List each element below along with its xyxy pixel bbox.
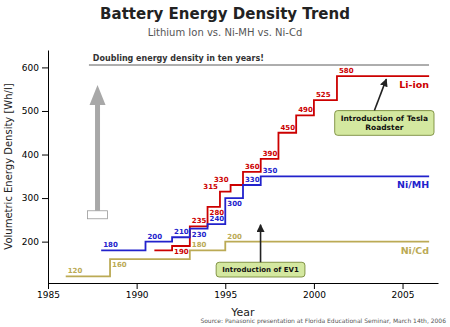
series-lines (66, 76, 429, 276)
y-axis: 200 300 400 500 600 (22, 51, 49, 284)
series-name: Li-ion (399, 79, 429, 90)
annotation-box (335, 111, 434, 136)
data-label: 330 (214, 176, 229, 184)
y-axis-tick-label: 600 (22, 63, 39, 73)
y-axis-tick: 500 (22, 106, 48, 116)
data-label: 390 (263, 150, 278, 158)
x-axis-tick-mark (403, 283, 404, 289)
annotation-line: Roadster (365, 123, 403, 132)
trend-arrow (90, 85, 106, 211)
data-label: 180 (103, 241, 118, 249)
data-label: 330 (245, 176, 260, 184)
y-axis-tick-mark (42, 198, 48, 199)
data-label: 450 (280, 124, 295, 132)
chart: Battery Energy Density Trend Lithium Ion … (0, 0, 450, 327)
series-name: Ni/Cd (401, 245, 429, 256)
annotation-group: Introduction of EV1 (216, 262, 305, 277)
x-axis-tick-label: 1985 (37, 290, 60, 300)
data-label: 180 (192, 241, 207, 249)
annotation: Introduction of EV1 (222, 266, 299, 274)
data-label: 190 (174, 248, 189, 256)
x-axis-tick: 1995 (214, 283, 237, 300)
data-label: 360 (245, 163, 260, 171)
x-axis-tick: 1990 (126, 283, 149, 300)
annotation-box (216, 262, 305, 277)
y-axis-tick-mark (42, 67, 48, 68)
data-labels: 1902352803153303603904504905255801802002… (68, 67, 354, 275)
data-label: 580 (339, 67, 354, 75)
annotation-line: Introduction of Tesla (341, 114, 428, 123)
series-line (101, 176, 429, 250)
y-axis-tick-mark (42, 155, 48, 156)
annotation: Introduction of TeslaRoadster (341, 114, 428, 132)
series-line (154, 76, 429, 250)
title: Battery Energy Density Trend (100, 5, 350, 23)
annotation-rule (89, 65, 429, 66)
x-axis-tick-mark (48, 283, 49, 289)
trend-arrow-base (88, 211, 108, 219)
y-axis-tick-label: 400 (22, 150, 39, 160)
data-label: 490 (298, 106, 313, 114)
x-axis-tick: 1985 (37, 283, 60, 300)
data-label: 230 (192, 231, 207, 239)
y-axis-tick-label: 500 (22, 106, 39, 116)
x-axis-tick-mark (314, 283, 315, 289)
series-name: Ni/MH (397, 179, 429, 190)
x-axis: 1985 1990 1995 2000 2005 (37, 283, 438, 300)
annotations: Doubling energy density in ten years! Int… (88, 54, 434, 277)
x-axis-tick-label: 2000 (303, 290, 326, 300)
y-axis-tick: 600 (22, 63, 48, 73)
data-label: 210 (174, 228, 189, 236)
data-label: 300 (227, 200, 242, 208)
x-axis-tick-mark (225, 283, 226, 289)
y-axis-line (48, 51, 49, 284)
series-line (66, 242, 429, 277)
x-axis-line (49, 283, 439, 284)
data-label: 235 (192, 217, 207, 225)
y-axis-tick-label: 300 (22, 193, 39, 203)
y-axis-tick-mark (42, 111, 48, 112)
annotation-group: Introduction of TeslaRoadster (335, 111, 434, 136)
y-axis-tick-label: 200 (22, 237, 39, 247)
subtitle: Lithium Ion vs. Ni-MH vs. Ni-Cd (148, 27, 303, 38)
annotation-arrow (260, 225, 262, 263)
data-label: 200 (148, 233, 163, 241)
series-names: Li-ion Ni/MH Ni/Cd (397, 79, 429, 255)
data-label: 160 (112, 261, 127, 269)
data-label: 525 (316, 91, 331, 99)
annotation: Doubling energy density in ten years! (93, 54, 264, 63)
annotation-line: Introduction of EV1 (222, 266, 299, 274)
y-axis-tick-mark (42, 242, 48, 243)
data-label: 350 (263, 167, 278, 175)
x-axis-tick-label: 1990 (126, 290, 149, 300)
plot: 19851990199520002005200300400500600YearV… (3, 51, 439, 320)
y-axis-tick: 200 (22, 237, 48, 247)
data-label: 120 (68, 267, 83, 275)
data-label: 240 (210, 215, 225, 223)
x-axis-tick-label: 2005 (392, 290, 415, 300)
x-axis-tick-mark (137, 283, 138, 289)
x-axis-tick-label: 1995 (214, 290, 237, 300)
y-axis-tick: 400 (22, 150, 48, 160)
x-axis-tick: 2000 (303, 283, 326, 300)
annotation-arrow (374, 79, 386, 110)
source-note: Source: Panasonic presentation at Florid… (200, 317, 446, 325)
y-axis-tick: 300 (22, 193, 48, 203)
y-axis-title: Volumetric Energy Density [Wh/l] (3, 83, 14, 249)
x-axis-tick: 2005 (392, 283, 415, 300)
data-label: 200 (227, 233, 242, 241)
